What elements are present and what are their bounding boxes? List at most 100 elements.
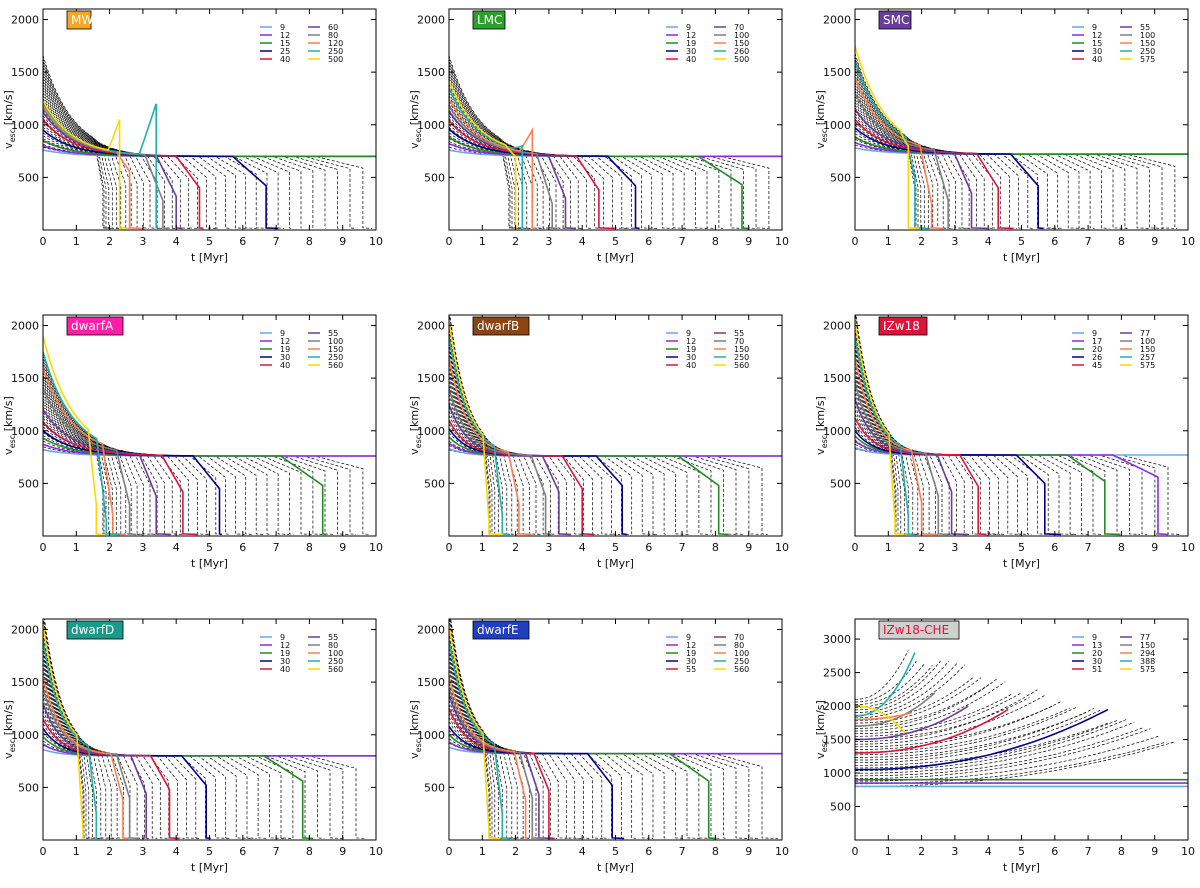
y-tick-label: 1000 [823,767,851,780]
background-track [43,98,191,229]
y-tick-label: 500 [18,477,39,490]
background-track [43,123,277,229]
x-tick-label: 3 [545,541,552,554]
series-80 [43,687,140,840]
plot-area [855,650,1188,788]
legend-label: 257 [1140,353,1155,362]
legend-label: 30 [686,657,696,666]
plot-area [449,55,782,230]
background-track [855,405,1053,535]
legend-label: 560 [328,665,343,674]
series-100 [855,92,950,229]
x-axis-label: t [Myr] [597,251,634,264]
x-tick-label: 7 [679,541,686,554]
y-label-sub: esc [414,129,423,143]
y-label-main: v [408,752,421,759]
background-track [43,619,100,839]
background-track [449,372,571,535]
y-tick-label: 500 [830,477,851,490]
background-track [449,55,525,229]
legend-label: 9 [280,329,285,338]
background-track [855,741,1175,787]
legend-label: 40 [280,361,290,370]
x-tick-label: 2 [106,235,113,248]
background-track [43,60,111,229]
legend-label: 100 [1140,31,1155,40]
series-15 [855,136,1188,155]
x-tick-label: 0 [446,541,453,554]
background-track [855,127,1110,229]
x-tick-label: 0 [40,235,47,248]
x-tick-label: 8 [1118,235,1125,248]
legend-label: 500 [328,55,343,64]
x-tick-label: 5 [612,235,619,248]
background-track [43,103,204,229]
legend-label: 13 [1092,641,1102,650]
legend-label: 120 [328,39,343,48]
y-label-main: v [2,752,15,759]
x-tick-label: 10 [369,235,383,248]
x-tick-label: 9 [339,235,346,248]
x-tick-label: 4 [173,235,180,248]
panel-badge [472,10,506,30]
background-track [449,699,636,839]
background-track [855,727,1143,777]
background-track [855,721,1135,774]
series-55 [855,108,988,230]
x-tick-label: 6 [239,541,246,554]
x-tick-label: 2 [106,845,113,858]
background-track [855,73,951,229]
x-tick-label: 4 [579,235,586,248]
x-tick-label: 3 [545,845,552,858]
background-track [855,712,1087,758]
x-tick-label: 5 [1018,235,1025,248]
x-tick-label: 6 [1051,235,1058,248]
y-label-unit: [km/s] [814,90,827,129]
x-tick-label: 2 [918,541,925,554]
y-tick-label: 500 [424,171,445,184]
legend-label: 12 [1092,31,1102,40]
y-tick-label: 500 [18,781,39,794]
legend-label: 150 [1140,345,1155,354]
legend-label: 30 [686,353,696,362]
background-track [43,58,120,229]
series-250 [449,639,510,840]
background-track [855,660,949,713]
legend-label: 55 [328,329,338,338]
y-tick-label: 500 [18,171,39,184]
background-track [855,693,1014,735]
background-track [449,123,687,229]
background-track [43,671,170,839]
legend-label: 40 [686,361,696,370]
y-label-sub: esc [8,129,17,143]
y-tick-label: 1000 [11,729,39,742]
x-tick-label: 6 [645,541,652,554]
background-track [43,397,185,535]
y-tick-label: 500 [830,801,851,814]
series-250 [43,639,98,840]
background-track [855,708,1095,761]
plot-area [449,315,782,536]
series-55 [449,404,571,536]
series-257 [855,335,915,536]
x-tick-label: 6 [645,845,652,858]
background-track [855,663,957,716]
y-tick-label: 1000 [823,425,851,438]
background-track [43,372,138,535]
background-track [43,392,172,535]
y-label-unit: [km/s] [408,700,421,739]
legend-label: 250 [1140,47,1155,56]
series-77 [855,705,969,741]
series-70 [449,388,552,536]
plot-frame [42,314,377,537]
plot-frame [448,314,783,537]
legend-label: 40 [686,55,696,64]
x-tick-label: 1 [73,541,80,554]
series-150 [43,367,124,536]
y-label-main: v [2,448,15,455]
x-tick-label: 8 [712,235,719,248]
background-track [855,113,1060,229]
y-tick-label: 1000 [417,119,445,132]
x-tick-label: 9 [745,845,752,858]
background-track [43,374,142,535]
